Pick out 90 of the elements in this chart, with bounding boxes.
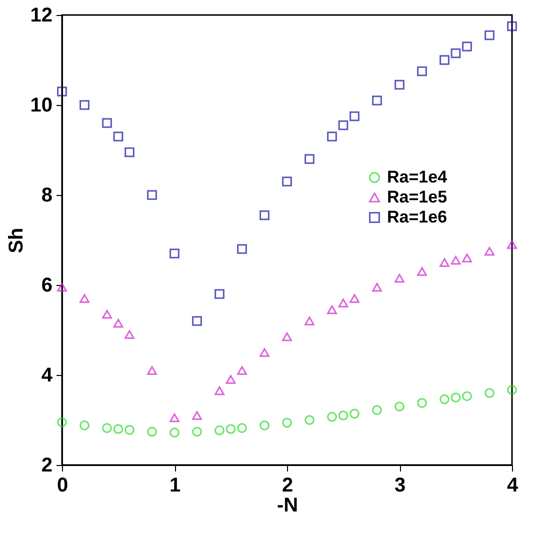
point bbox=[350, 111, 360, 122]
point bbox=[170, 413, 180, 422]
point bbox=[440, 394, 450, 404]
point bbox=[372, 405, 382, 416]
point bbox=[80, 420, 90, 430]
point bbox=[462, 254, 472, 262]
point bbox=[147, 190, 157, 200]
point bbox=[113, 318, 124, 328]
point bbox=[226, 375, 236, 384]
point bbox=[237, 366, 247, 375]
y-tick-label: 6 bbox=[41, 274, 52, 296]
point bbox=[372, 96, 382, 106]
point bbox=[304, 415, 314, 425]
point bbox=[192, 411, 202, 420]
point bbox=[80, 294, 90, 303]
point bbox=[237, 423, 247, 434]
point bbox=[450, 256, 461, 265]
y-tick-label: 8 bbox=[41, 184, 52, 206]
point bbox=[327, 412, 337, 422]
x-tick-label: 4 bbox=[506, 474, 519, 496]
x-tick-label: 3 bbox=[394, 474, 406, 496]
point bbox=[417, 66, 427, 76]
point bbox=[440, 258, 450, 267]
point bbox=[507, 240, 517, 249]
point bbox=[417, 267, 427, 276]
point bbox=[113, 132, 124, 142]
point bbox=[102, 423, 112, 434]
point bbox=[282, 418, 292, 428]
point bbox=[192, 426, 202, 437]
legend-label: Ra=1e4 bbox=[387, 168, 448, 186]
point bbox=[260, 210, 270, 220]
point bbox=[450, 392, 461, 402]
point bbox=[147, 366, 157, 375]
point bbox=[170, 248, 180, 258]
point bbox=[507, 384, 517, 395]
legend-label: Ra=1e6 bbox=[387, 208, 448, 226]
point bbox=[102, 310, 112, 319]
point bbox=[507, 21, 517, 32]
point bbox=[282, 332, 292, 342]
x-tick-label: 1 bbox=[169, 474, 181, 496]
point bbox=[338, 410, 348, 420]
point bbox=[124, 424, 134, 435]
point bbox=[147, 426, 157, 437]
point bbox=[327, 305, 337, 314]
point bbox=[170, 428, 180, 438]
y-tick-label: 12 bbox=[30, 4, 52, 26]
point bbox=[214, 425, 224, 436]
point bbox=[282, 176, 292, 186]
point bbox=[192, 316, 202, 326]
point bbox=[124, 330, 134, 339]
x-axis-title: -N bbox=[276, 494, 298, 516]
point bbox=[462, 42, 472, 52]
point bbox=[417, 398, 427, 408]
y-axis-title: Sh bbox=[5, 228, 28, 254]
point bbox=[462, 391, 472, 402]
point bbox=[57, 86, 67, 96]
point bbox=[214, 386, 224, 396]
point bbox=[338, 120, 348, 130]
point bbox=[124, 147, 134, 158]
legend-label: Ra=1e5 bbox=[387, 188, 448, 206]
point bbox=[57, 282, 67, 292]
point bbox=[338, 298, 348, 308]
point bbox=[304, 316, 314, 326]
point bbox=[440, 55, 450, 65]
point bbox=[226, 424, 236, 434]
point bbox=[260, 420, 270, 430]
point bbox=[394, 80, 404, 90]
y-tick-label: 2 bbox=[41, 454, 52, 476]
point bbox=[260, 348, 270, 357]
point bbox=[372, 282, 382, 292]
y-tick-label: 10 bbox=[30, 94, 52, 116]
point bbox=[80, 100, 90, 110]
point bbox=[304, 154, 314, 164]
point bbox=[214, 289, 224, 299]
x-tick-label: 2 bbox=[282, 474, 294, 496]
point bbox=[57, 417, 67, 428]
point bbox=[102, 118, 112, 128]
point bbox=[484, 246, 494, 256]
point bbox=[350, 408, 360, 419]
x-tick-label: 0 bbox=[56, 474, 68, 496]
point bbox=[327, 132, 337, 142]
point bbox=[394, 402, 404, 412]
point bbox=[237, 244, 247, 254]
point bbox=[484, 30, 494, 40]
point bbox=[450, 48, 461, 58]
point bbox=[484, 388, 494, 398]
y-tick-label: 4 bbox=[41, 364, 54, 386]
point bbox=[394, 274, 404, 283]
point bbox=[350, 294, 360, 303]
point bbox=[113, 424, 124, 434]
